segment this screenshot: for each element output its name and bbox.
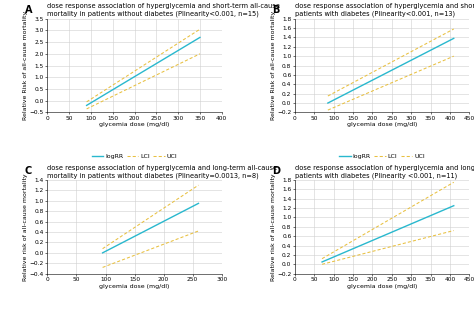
Legend: logRR, LCI, UCI: logRR, LCI, UCI	[337, 151, 428, 161]
Y-axis label: Relative Risk of all-cause mortality: Relative Risk of all-cause mortality	[271, 11, 276, 120]
Text: D: D	[272, 166, 280, 176]
UCI	[325, 94, 331, 98]
UCI	[196, 183, 201, 187]
Text: dose response association of hyperglycemia and long-term all-cause mortality in
: dose response association of hyperglycem…	[295, 165, 474, 179]
logRR	[451, 204, 456, 207]
Line: LCI: LCI	[328, 56, 454, 110]
Line: logRR: logRR	[322, 206, 454, 262]
LCI	[197, 52, 203, 56]
logRR	[451, 36, 456, 40]
X-axis label: glycemia dose (mg/dl): glycemia dose (mg/dl)	[347, 284, 417, 289]
LCI	[319, 262, 325, 266]
Line: LCI: LCI	[322, 230, 454, 264]
Text: dose response association of hyperglycemia and long-term all-cause
mortality in : dose response association of hyperglycem…	[47, 165, 277, 179]
UCI	[100, 247, 105, 251]
Text: A: A	[25, 5, 32, 15]
logRR	[196, 202, 201, 205]
Line: UCI: UCI	[87, 29, 200, 102]
LCI	[100, 266, 105, 269]
LCI	[196, 229, 201, 233]
LCI	[325, 108, 331, 112]
Legend: logRR, LCI, UCI: logRR, LCI, UCI	[89, 151, 180, 161]
Text: dose response association of hyperglycemia and short-term all-cause
mortality in: dose response association of hyperglycem…	[47, 3, 280, 17]
X-axis label: glycemia dose (mg/dl): glycemia dose (mg/dl)	[100, 284, 170, 289]
Y-axis label: Relative risk of all-cause mortality: Relative risk of all-cause mortality	[23, 173, 28, 281]
logRR	[319, 260, 325, 264]
UCI	[451, 27, 456, 31]
Text: dose response association of hyperglycemia and short-term all-cause mortality in: dose response association of hyperglycem…	[295, 3, 474, 17]
UCI	[197, 27, 203, 31]
Line: logRR: logRR	[328, 38, 454, 103]
Y-axis label: Relative risk of all-cause mortality: Relative risk of all-cause mortality	[271, 173, 276, 281]
UCI	[84, 100, 90, 104]
LCI	[451, 54, 456, 58]
Line: UCI: UCI	[328, 29, 454, 96]
LCI	[451, 229, 456, 232]
Line: LCI: LCI	[87, 54, 200, 109]
Line: logRR: logRR	[102, 203, 199, 253]
logRR	[197, 35, 203, 39]
logRR	[84, 104, 90, 107]
X-axis label: glycemia dose (mg/dl): glycemia dose (mg/dl)	[347, 122, 417, 127]
logRR	[100, 251, 105, 255]
Text: B: B	[272, 5, 280, 15]
Text: C: C	[25, 166, 32, 176]
Line: UCI: UCI	[102, 185, 199, 249]
Line: logRR: logRR	[87, 37, 200, 105]
Line: LCI: LCI	[102, 231, 199, 267]
X-axis label: glycemia dose (mg/dl): glycemia dose (mg/dl)	[100, 122, 170, 127]
logRR	[325, 101, 331, 105]
Y-axis label: Relative Risk of all-cause mortality: Relative Risk of all-cause mortality	[23, 11, 28, 120]
LCI	[84, 107, 90, 111]
